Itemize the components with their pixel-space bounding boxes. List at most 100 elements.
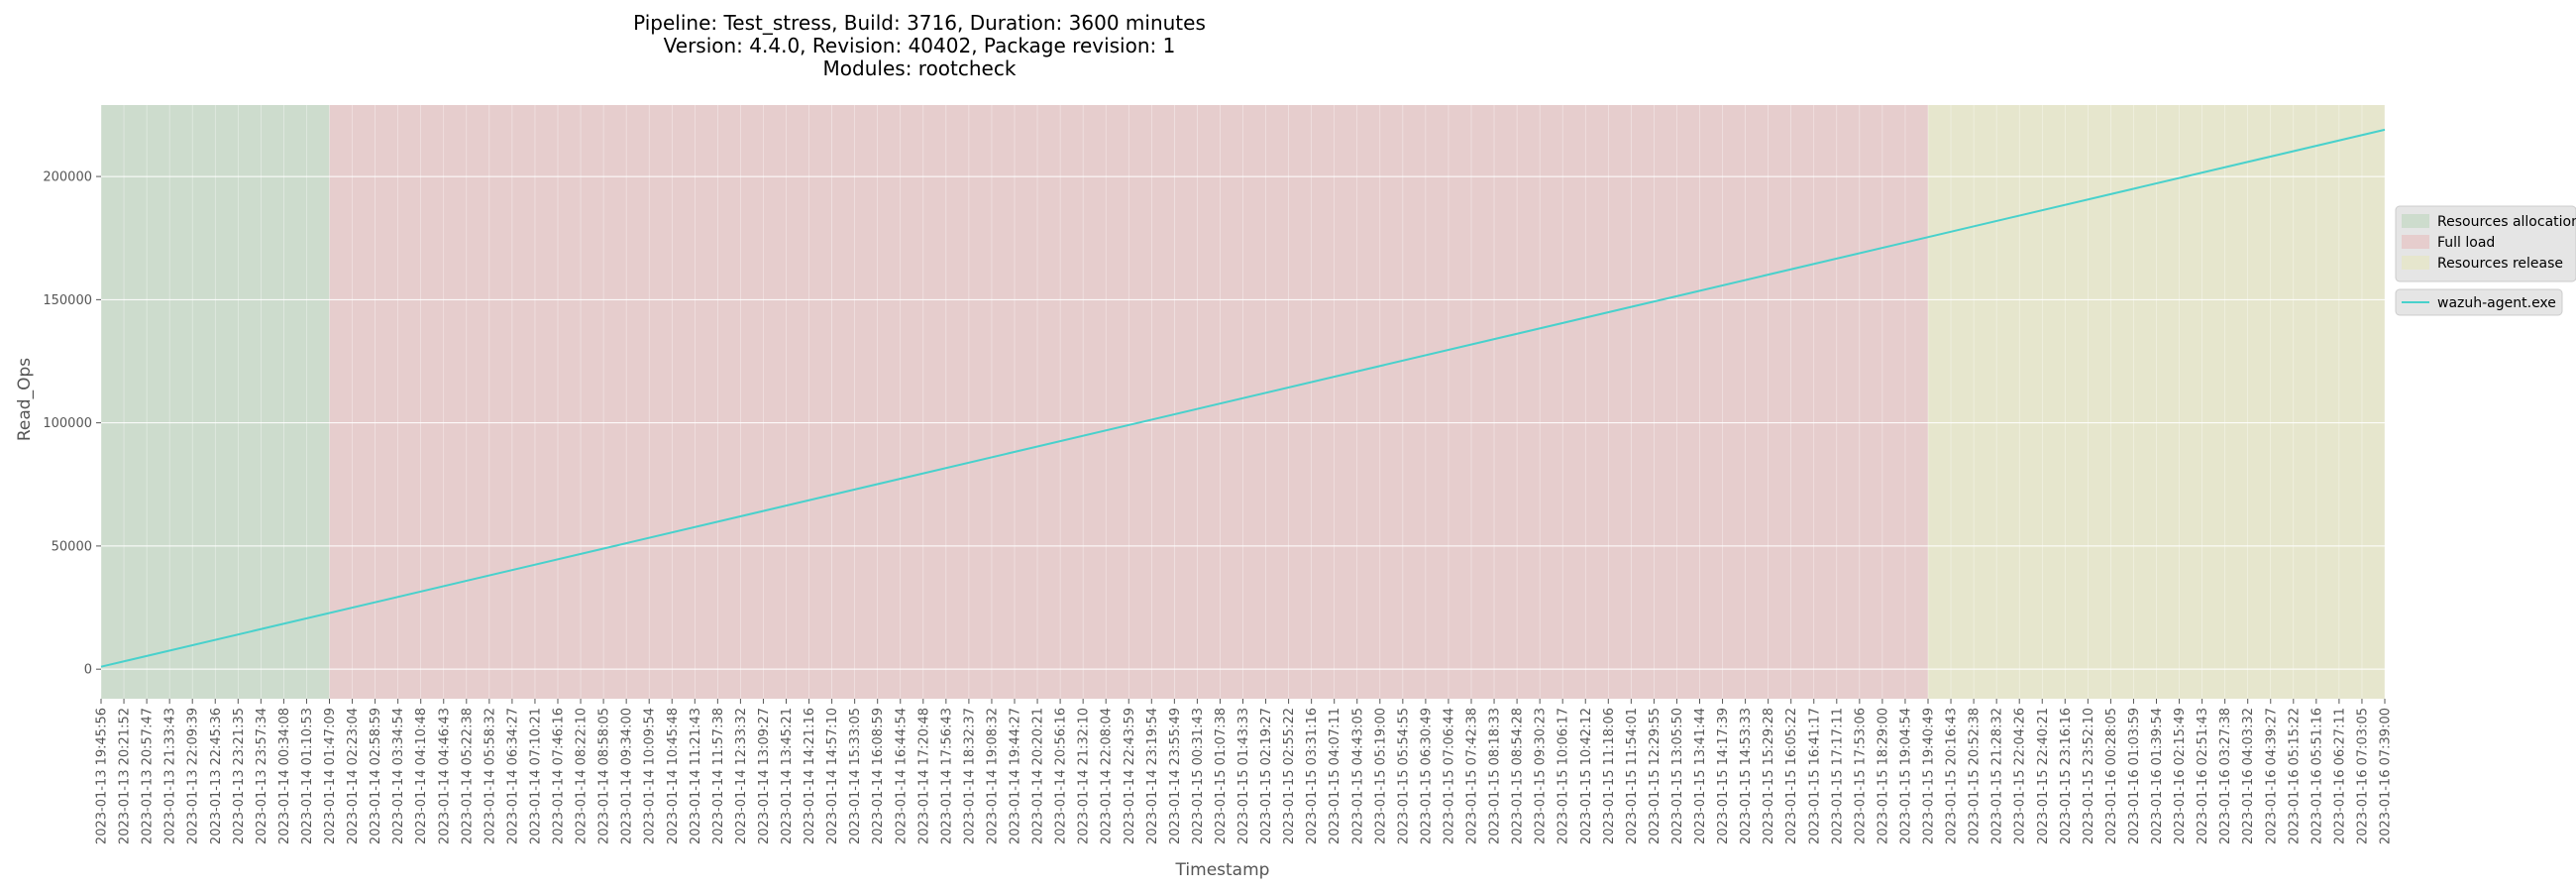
x-tick-label: 2023-01-15 13:05:50 xyxy=(1670,708,1685,844)
x-tick-label: 2023-01-15 08:54:28 xyxy=(1511,708,1526,844)
x-tick-label: 2023-01-15 19:04:54 xyxy=(1898,708,1913,844)
series-legend-label: wazuh-agent.exe xyxy=(2437,295,2556,311)
title-line-3: Modules: rootcheck xyxy=(823,56,1017,80)
x-tick-label: 2023-01-14 16:08:59 xyxy=(871,708,886,844)
x-tick-label: 2023-01-14 01:10:53 xyxy=(300,708,315,844)
x-tick-label: 2023-01-15 17:17:11 xyxy=(1830,708,1845,844)
x-tick-label: 2023-01-14 03:34:54 xyxy=(391,708,406,844)
x-tick-label: 2023-01-16 05:15:22 xyxy=(2287,708,2302,844)
x-tick-label: 2023-01-15 02:55:22 xyxy=(1282,708,1297,844)
x-tick-label: 2023-01-14 16:44:54 xyxy=(894,708,909,844)
x-tick-label: 2023-01-14 21:32:10 xyxy=(1077,708,1092,844)
x-tick-label: 2023-01-15 18:29:00 xyxy=(1876,708,1890,844)
x-tick-label: 2023-01-14 07:46:16 xyxy=(552,708,567,844)
x-tick-label: 2023-01-16 00:28:05 xyxy=(2104,708,2119,844)
y-tick-label: 150000 xyxy=(43,293,92,308)
x-tick-label: 2023-01-16 04:39:27 xyxy=(2264,708,2279,844)
phase-legend-box xyxy=(2395,205,2576,282)
x-tick-label: 2023-01-13 19:45:56 xyxy=(95,708,110,844)
y-tick-label: 0 xyxy=(84,663,92,678)
x-tick-label: 2023-01-15 23:52:10 xyxy=(2082,708,2096,844)
x-tick-label: 2023-01-14 11:21:43 xyxy=(689,708,703,844)
x-tick-label: 2023-01-15 03:31:16 xyxy=(1305,708,1320,844)
y-axis-label: Read_Ops xyxy=(15,358,35,441)
x-tick-label: 2023-01-15 02:19:27 xyxy=(1259,708,1274,844)
x-tick-label: 2023-01-14 08:58:05 xyxy=(597,708,612,844)
x-tick-label: 2023-01-15 20:16:43 xyxy=(1945,708,1960,844)
x-tick-label: 2023-01-15 16:05:22 xyxy=(1784,708,1799,844)
x-tick-label: 2023-01-15 05:19:00 xyxy=(1373,708,1388,844)
series-line-1 xyxy=(100,128,2386,668)
x-tick-label: 2023-01-15 21:28:32 xyxy=(1990,708,2005,844)
x-tick-label: 2023-01-15 10:42:12 xyxy=(1579,708,1594,844)
x-tick-label: 2023-01-15 22:04:26 xyxy=(2013,708,2028,844)
x-tick-label: 2023-01-14 18:32:37 xyxy=(962,708,977,844)
x-axis-label: Timestamp xyxy=(1175,860,1270,880)
x-tick-label: 2023-01-15 22:40:21 xyxy=(2036,708,2051,844)
x-tick-label: 2023-01-16 07:03:05 xyxy=(2355,708,2370,844)
x-tick-label: 2023-01-15 11:18:06 xyxy=(1602,708,1617,844)
x-tick-label: 2023-01-14 14:57:10 xyxy=(825,708,840,844)
phase-legend-swatch xyxy=(2402,214,2429,228)
y-tick-label: 50000 xyxy=(52,539,92,554)
y-tick-label: 200000 xyxy=(43,170,92,185)
x-tick-label: 2023-01-15 08:18:33 xyxy=(1488,708,1503,844)
x-tick-label: 2023-01-14 15:33:05 xyxy=(848,708,863,844)
x-tick-label: 2023-01-15 01:07:38 xyxy=(1214,708,1229,844)
x-tick-label: 2023-01-14 08:22:10 xyxy=(575,708,590,844)
x-tick-label: 2023-01-15 06:30:49 xyxy=(1419,708,1434,844)
x-tick-label: 2023-01-14 22:08:04 xyxy=(1100,708,1115,844)
x-tick-label: 2023-01-14 05:58:32 xyxy=(483,708,497,844)
phase-legend-swatch xyxy=(2402,256,2429,270)
x-tick-label: 2023-01-16 04:03:32 xyxy=(2241,708,2256,844)
x-tick-label: 2023-01-15 23:16:16 xyxy=(2059,708,2074,844)
x-tick-label: 2023-01-14 04:46:43 xyxy=(437,708,452,844)
x-tick-label: 2023-01-14 06:34:27 xyxy=(505,708,520,844)
y-tick-label: 100000 xyxy=(43,416,92,431)
x-tick-label: 2023-01-15 14:53:33 xyxy=(1739,708,1754,844)
x-tick-label: 2023-01-15 14:17:39 xyxy=(1716,708,1731,844)
x-tick-label: 2023-01-14 10:45:48 xyxy=(666,708,681,844)
x-tick-label: 2023-01-13 20:21:52 xyxy=(118,708,133,844)
phase-legend-label: Full load xyxy=(2437,235,2495,251)
x-tick-label: 2023-01-16 01:39:54 xyxy=(2150,708,2165,844)
series-legend-box xyxy=(2395,288,2563,316)
x-tick-label: 2023-01-14 11:57:38 xyxy=(711,708,726,844)
x-tick-label: 2023-01-14 02:58:59 xyxy=(369,708,383,844)
x-tick-label: 2023-01-16 02:15:49 xyxy=(2173,708,2188,844)
x-tick-label: 2023-01-16 02:51:43 xyxy=(2196,708,2210,844)
x-tick-label: 2023-01-15 04:07:11 xyxy=(1328,708,1342,844)
x-tick-label: 2023-01-14 17:20:48 xyxy=(916,708,931,844)
x-tick-label: 2023-01-15 04:43:05 xyxy=(1350,708,1365,844)
x-tick-label: 2023-01-14 01:47:09 xyxy=(323,708,338,844)
plot-area: 2023-01-13 19:45:56 2023-01-13 20:21:52 20… xyxy=(43,105,2394,844)
x-tick-label: 2023-01-14 05:22:38 xyxy=(460,708,475,844)
phase-legend-label: Resources allocation xyxy=(2437,214,2576,230)
x-tick-label: 2023-01-15 15:29:28 xyxy=(1762,708,1776,844)
x-tick-label: 2023-01-15 19:40:49 xyxy=(1922,708,1937,844)
x-tick-label: 2023-01-13 22:45:36 xyxy=(209,708,224,844)
x-tick-label: 2023-01-16 01:03:59 xyxy=(2127,708,2142,844)
x-tick-label: 2023-01-13 23:21:35 xyxy=(232,708,247,844)
x-tick-label: 2023-01-15 20:52:38 xyxy=(1968,708,1983,844)
x-tick-label: 2023-01-15 01:43:33 xyxy=(1236,708,1251,844)
x-tick-label: 2023-01-14 12:33:32 xyxy=(734,708,749,844)
x-tick-label: 2023-01-16 06:27:11 xyxy=(2332,708,2347,844)
x-tick-label: 2023-01-15 13:41:44 xyxy=(1693,708,1708,844)
x-tick-label: 2023-01-16 05:51:16 xyxy=(2309,708,2324,844)
x-tick-label: 2023-01-15 10:06:17 xyxy=(1556,708,1571,844)
x-tick-label: 2023-01-15 09:30:23 xyxy=(1534,708,1549,844)
x-tick-label: 2023-01-15 07:42:38 xyxy=(1465,708,1480,844)
x-tick-label: 2023-01-13 20:57:47 xyxy=(141,708,156,844)
x-tick-label: 2023-01-14 19:08:32 xyxy=(985,708,1000,844)
x-tick-label: 2023-01-14 10:09:54 xyxy=(643,708,658,844)
x-tick-label: 2023-01-15 05:54:55 xyxy=(1396,708,1411,844)
x-tick-label: 2023-01-14 02:23:04 xyxy=(346,708,361,844)
x-tick-label: 2023-01-14 22:43:59 xyxy=(1123,708,1137,844)
x-tick-label: 2023-01-16 03:27:38 xyxy=(2218,708,2233,844)
x-tick-label: 2023-01-15 17:53:06 xyxy=(1853,708,1868,844)
legend: Resources allocation Full load Resources r… xyxy=(2395,205,2576,316)
x-tick-label: 2023-01-14 23:19:54 xyxy=(1145,708,1160,844)
x-tick-label: 2023-01-15 16:41:17 xyxy=(1807,708,1822,844)
